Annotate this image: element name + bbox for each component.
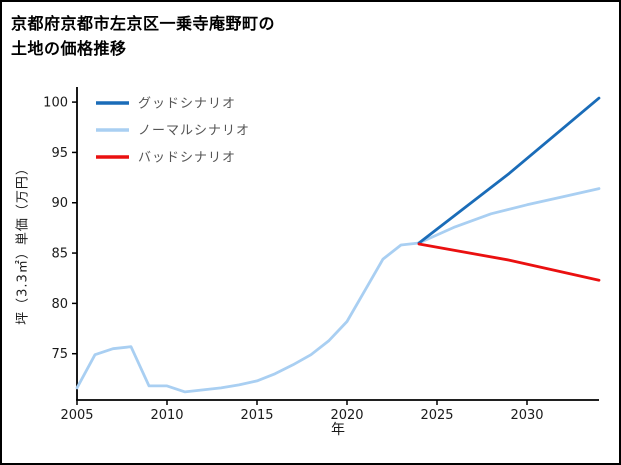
series-line-1 (75, 187, 601, 394)
y-tick-label: 95 (51, 146, 68, 161)
legend-label-0: グッドシナリオ (138, 97, 236, 112)
series-line-2 (417, 242, 601, 282)
chart-title: 京都府京都市左京区一乗寺庵野町の 土地の価格推移 (11, 12, 275, 62)
x-axis-label: 年 (331, 422, 345, 438)
y-tick-label: 100 (43, 96, 68, 111)
x-tick-label: 2020 (330, 408, 363, 423)
y-tick-label: 75 (51, 347, 68, 362)
x-tick-label: 2030 (510, 408, 543, 423)
chart-title-line-1: 京都府京都市左京区一乗寺庵野町の (11, 14, 276, 33)
series-line-0 (417, 96, 601, 245)
legend-label-1: ノーマルシナリオ (138, 124, 250, 139)
x-tick-label: 2015 (240, 408, 273, 423)
legend-label-2: バッドシナリオ (138, 151, 236, 166)
y-tick-label: 80 (51, 297, 68, 312)
y-tick-label: 85 (51, 247, 68, 262)
y-tick-label: 90 (51, 196, 68, 211)
x-tick-label: 2010 (150, 408, 183, 423)
x-tick-label: 2005 (60, 408, 93, 423)
chart-title-line-2: 土地の価格推移 (11, 38, 127, 58)
y-axis-label: 坪（3.3㎡）単価（万円） (15, 161, 31, 325)
x-tick-label: 2025 (420, 408, 453, 423)
